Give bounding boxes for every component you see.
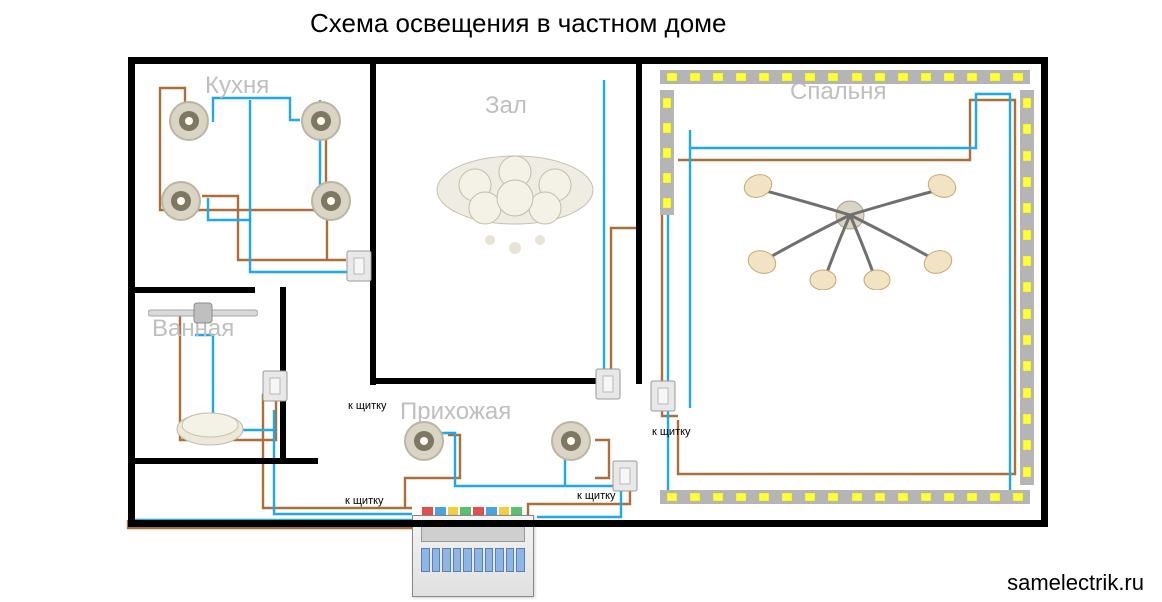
to-panel-label: к щитку xyxy=(652,426,691,438)
to-panel-label: к щитку xyxy=(577,490,616,502)
wall xyxy=(130,287,255,293)
to-panel-label: к щитку xyxy=(348,400,387,412)
room-label-hall: Зал xyxy=(485,92,527,120)
led-strip-icon xyxy=(660,90,674,215)
recessed-spotlight-icon xyxy=(403,420,445,462)
wall xyxy=(128,520,1048,527)
recessed-spotlight-icon xyxy=(310,180,352,222)
led-strip-icon xyxy=(1020,90,1034,485)
bathroom-bar-light-icon xyxy=(148,300,258,328)
wall xyxy=(1041,57,1048,527)
room-label-kitchen: Кухня xyxy=(205,72,269,100)
wall-switch-icon xyxy=(346,250,372,282)
wall xyxy=(128,458,318,464)
recessed-spotlight-icon xyxy=(550,420,592,462)
wall-switch-icon xyxy=(595,368,621,400)
wall xyxy=(370,57,376,385)
wall-switch-icon xyxy=(262,370,288,402)
distribution-panel-icon xyxy=(412,515,532,595)
watermark: samelectrik.ru xyxy=(1007,570,1144,596)
led-strip-icon xyxy=(660,490,1030,504)
wall xyxy=(370,378,610,384)
wall xyxy=(636,57,642,384)
recessed-spotlight-icon xyxy=(160,180,202,222)
diagram-title: Схема освещения в частном доме xyxy=(310,8,727,39)
recessed-spotlight-icon xyxy=(300,100,342,142)
recessed-spotlight-icon xyxy=(168,100,210,142)
bedroom-chandelier-icon xyxy=(740,160,960,290)
bathroom-dome-light-icon xyxy=(175,405,245,447)
wall-switch-icon xyxy=(612,460,638,492)
wall-switch-icon xyxy=(650,380,676,412)
wall xyxy=(128,57,1048,64)
hall-chandelier-icon xyxy=(430,140,600,260)
led-strip-icon xyxy=(660,70,1030,84)
to-panel-label: к щитку xyxy=(345,495,384,507)
